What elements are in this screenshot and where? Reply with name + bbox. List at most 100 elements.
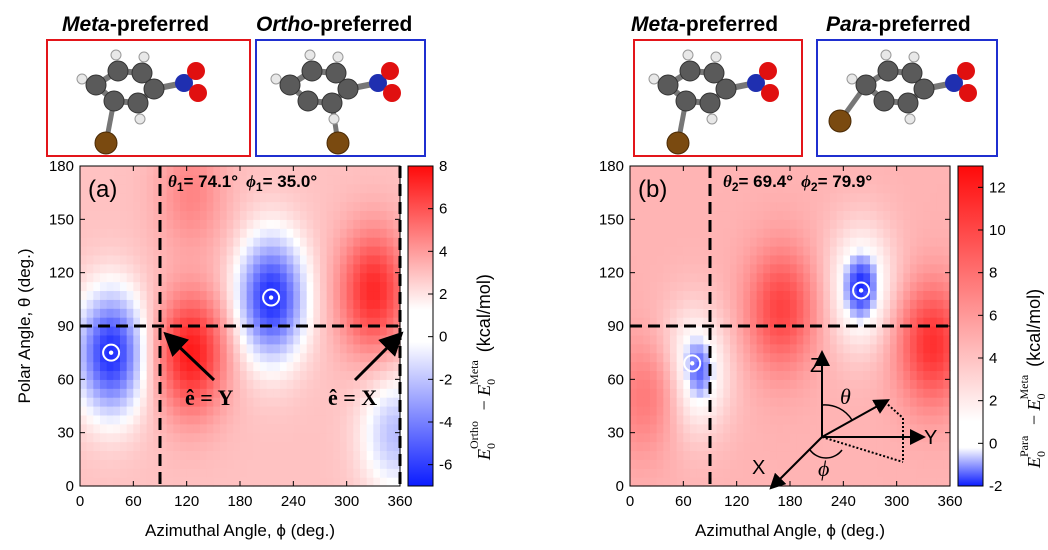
heatmap-cell xyxy=(266,423,274,434)
heatmap-cell xyxy=(306,308,314,318)
heatmap-cell xyxy=(630,361,638,372)
heatmap-cell xyxy=(306,450,314,460)
heatmap-cell xyxy=(360,174,368,185)
carbon-atom xyxy=(85,74,107,96)
heatmap-cell xyxy=(333,219,341,229)
heatmap-cell xyxy=(233,477,241,487)
heatmap-cell xyxy=(340,468,348,478)
heatmap-cell xyxy=(810,263,818,274)
heatmap-cell xyxy=(683,423,691,434)
heatmap-cell xyxy=(133,388,141,398)
heatmap-cell xyxy=(696,334,704,345)
heatmap-cell xyxy=(333,379,341,389)
heatmap-cell xyxy=(783,334,791,345)
heatmap-cell xyxy=(850,370,858,380)
heatmap-cell xyxy=(736,397,744,407)
heatmap-cell xyxy=(816,166,824,176)
heatmap-cell xyxy=(676,237,684,247)
heatmap-cell xyxy=(670,334,678,345)
heatmap-cell xyxy=(836,308,844,318)
carbon-atom xyxy=(127,92,149,114)
heatmap-cell xyxy=(690,441,698,452)
heatmap-cell xyxy=(716,174,724,185)
heatmap-cell xyxy=(260,326,268,336)
heatmap-cell xyxy=(86,441,94,452)
heatmap-cell xyxy=(326,317,334,327)
heatmap-cell xyxy=(823,228,831,238)
heatmap-cell xyxy=(113,406,121,416)
heatmap-cell xyxy=(173,281,181,292)
heatmap-cell xyxy=(360,459,368,469)
heatmap-cell xyxy=(220,343,228,354)
heatmap-cell xyxy=(313,254,321,265)
heatmap-cell xyxy=(393,388,401,398)
heatmap-cell xyxy=(140,459,148,469)
heatmap-cell xyxy=(193,228,201,238)
heatmap-cell xyxy=(146,281,154,292)
heatmap-cell xyxy=(630,379,638,389)
heatmap-cell xyxy=(106,334,114,345)
heatmap-cell xyxy=(386,432,394,443)
heatmap-cell xyxy=(353,219,361,229)
heatmap-cell xyxy=(80,228,88,238)
heatmap-cell xyxy=(810,370,818,380)
heatmap-cell xyxy=(783,192,791,203)
heatmap-cell xyxy=(710,228,718,238)
heatmap-cell xyxy=(770,334,778,345)
heatmap-cell xyxy=(663,263,671,274)
heatmap-cell xyxy=(340,272,348,283)
heatmap-cell xyxy=(373,432,381,443)
heatmap-cell xyxy=(366,281,374,292)
panel-b-colorbar-label: E0Para − E0Meta(kcal/mol) xyxy=(1017,289,1048,469)
heatmap-cell xyxy=(340,299,348,309)
heatmap-cell xyxy=(140,246,148,256)
heatmap-cell xyxy=(630,210,638,220)
heatmap-cell xyxy=(936,254,944,265)
heatmap-cell xyxy=(750,414,758,425)
heatmap-cell xyxy=(703,281,711,292)
heatmap-cell xyxy=(730,201,738,212)
y-tick-label: 90 xyxy=(57,318,74,335)
heatmap-cell xyxy=(233,183,241,194)
heatmap-cell xyxy=(910,201,918,212)
heatmap-cell xyxy=(790,228,798,238)
heatmap-cell xyxy=(213,228,221,238)
heatmap-cell xyxy=(133,281,141,292)
heatmap-cell xyxy=(220,183,228,194)
heatmap-cell xyxy=(186,334,194,345)
heatmap-cell xyxy=(843,192,851,203)
heatmap-cell xyxy=(360,432,368,443)
heatmap-cell xyxy=(360,397,368,407)
heatmap-cell xyxy=(696,370,704,380)
heatmap-cell xyxy=(896,308,904,318)
heatmap-cell xyxy=(173,237,181,247)
heatmap-cell xyxy=(943,210,951,220)
heatmap-cell xyxy=(313,406,321,416)
heatmap-cell xyxy=(200,379,208,389)
heatmap-cell xyxy=(233,468,241,478)
heatmap-cell xyxy=(100,308,108,318)
heatmap-cell xyxy=(796,290,804,300)
heatmap-cell xyxy=(133,397,141,407)
heatmap-cell xyxy=(916,228,924,238)
heatmap-cell xyxy=(160,246,168,256)
heatmap-cell xyxy=(100,272,108,283)
heatmap-cell xyxy=(100,299,108,309)
heatmap-cell xyxy=(373,450,381,460)
heatmap-cell xyxy=(300,290,308,300)
heatmap-cell xyxy=(690,352,698,363)
heatmap-cell xyxy=(696,219,704,229)
heatmap-cell xyxy=(380,370,388,380)
heatmap-cell xyxy=(643,237,651,247)
heatmap-cell xyxy=(280,281,288,292)
heatmap-cell xyxy=(226,210,234,220)
heatmap-cell xyxy=(763,423,771,434)
heatmap-cell xyxy=(743,272,751,283)
heatmap-cell xyxy=(240,237,248,247)
heatmap-cell xyxy=(883,370,891,380)
heatmap-cell xyxy=(93,228,101,238)
heatmap-cell xyxy=(213,192,221,203)
heatmap-cell xyxy=(663,290,671,300)
heatmap-cell xyxy=(273,334,281,345)
oxygen-atom xyxy=(761,84,779,102)
